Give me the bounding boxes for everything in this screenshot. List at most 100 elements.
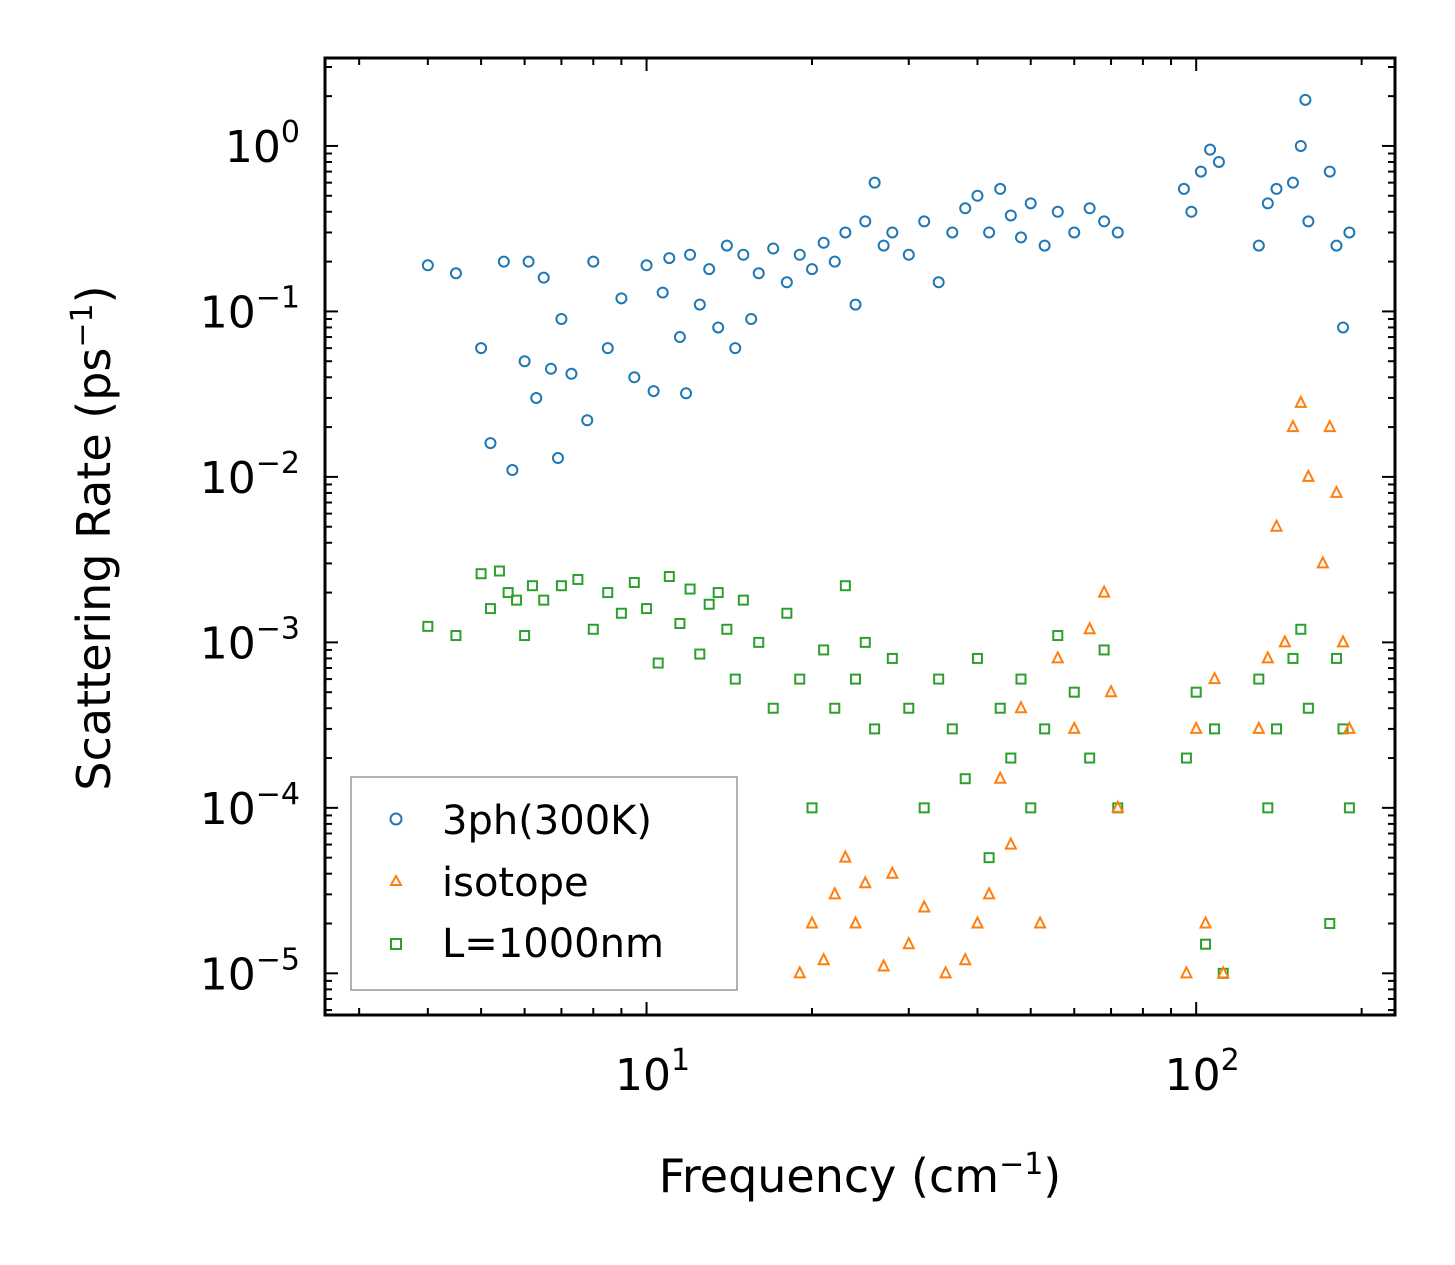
- data-point: [1209, 723, 1221, 735]
- data-point: [886, 652, 898, 664]
- data-point: [518, 355, 531, 368]
- data-point: [859, 215, 872, 228]
- data-point: [602, 587, 614, 599]
- data-point: [838, 849, 852, 863]
- data-point: [1252, 720, 1266, 734]
- data-point: [587, 255, 600, 268]
- x-axis-label: Frequency (cm−1): [659, 1147, 1062, 1203]
- data-point: [628, 371, 641, 384]
- data-point: [982, 886, 996, 900]
- data-point: [848, 915, 863, 929]
- data-point: [684, 583, 696, 595]
- data-point: [1324, 918, 1336, 930]
- data-point: [1004, 836, 1018, 850]
- data-point: [615, 607, 627, 619]
- data-point: [729, 342, 742, 355]
- data-point: [946, 723, 958, 735]
- data-point: [1068, 686, 1080, 698]
- data-point: [450, 630, 462, 642]
- data-point: [839, 580, 851, 592]
- data-point: [1262, 802, 1274, 814]
- data-point: [647, 385, 660, 398]
- data-point: [993, 770, 1007, 784]
- data-point: [1329, 484, 1344, 498]
- data-point: [693, 298, 706, 311]
- data-point: [555, 580, 567, 592]
- data-point: [1294, 394, 1308, 408]
- data-point: [484, 603, 496, 615]
- data-point: [918, 802, 930, 814]
- data-point: [1337, 321, 1350, 334]
- data-point: [933, 673, 945, 685]
- data-point: [902, 935, 916, 950]
- data-point: [475, 342, 488, 355]
- legend: 3ph(300K) isotope L=1000nm: [350, 776, 738, 991]
- data-point: [538, 594, 550, 606]
- data-point: [506, 464, 519, 477]
- data-point: [1051, 650, 1065, 664]
- data-point: [1179, 965, 1194, 979]
- data-point: [1253, 673, 1265, 685]
- data-point: [421, 259, 434, 272]
- plot-frame: [323, 56, 1397, 1017]
- data-point: [652, 657, 664, 669]
- data-point: [484, 437, 497, 450]
- data-point: [849, 298, 862, 311]
- data-point: [918, 215, 931, 228]
- data-point: [970, 915, 985, 929]
- legend-entry-isotope: isotope: [389, 860, 589, 906]
- y-tick-label: 100: [225, 115, 300, 173]
- data-point: [971, 652, 983, 664]
- data-point: [1033, 915, 1047, 929]
- data-point: [511, 594, 523, 606]
- data-point: [781, 607, 793, 619]
- data-point: [572, 573, 584, 585]
- data-point: [1039, 723, 1051, 735]
- data-point: [946, 226, 959, 239]
- y-tick-label: 10−2: [200, 446, 300, 504]
- data-point: [1051, 205, 1064, 218]
- data-point: [903, 702, 915, 714]
- data-point: [422, 620, 434, 632]
- data-point: [1014, 699, 1028, 714]
- legend-marker-boundary: [390, 938, 402, 950]
- y-tick-label: 10−4: [200, 777, 300, 835]
- data-point: [544, 362, 557, 375]
- series-0: [421, 93, 1356, 477]
- data-point: [958, 951, 972, 966]
- data-point: [839, 226, 852, 239]
- data-point: [828, 886, 842, 900]
- data-point: [712, 587, 724, 599]
- data-point: [720, 239, 733, 252]
- data-point: [1177, 182, 1190, 195]
- legend-marker-3ph: [389, 812, 403, 826]
- data-point: [1015, 673, 1027, 685]
- data-point: [885, 865, 899, 879]
- data-point: [737, 248, 750, 261]
- y-tick-label: 10−1: [200, 280, 300, 338]
- data-point: [859, 636, 871, 648]
- data-point: [1302, 702, 1314, 714]
- data-point: [767, 702, 779, 714]
- data-point: [817, 236, 830, 249]
- data-point: [1180, 752, 1192, 764]
- data-point: [932, 276, 945, 289]
- data-point: [1004, 209, 1017, 222]
- data-point: [1111, 226, 1124, 239]
- data-point: [537, 271, 550, 284]
- data-point: [793, 248, 806, 261]
- data-point: [1294, 139, 1307, 152]
- data-point: [886, 226, 899, 239]
- data-point: [745, 312, 758, 325]
- data-point: [1261, 650, 1275, 664]
- data-point: [1252, 239, 1265, 252]
- data-point: [497, 255, 510, 268]
- data-point: [628, 577, 640, 589]
- data-points-layer: [421, 93, 1357, 979]
- data-point: [1299, 93, 1312, 106]
- data-point: [1083, 621, 1097, 635]
- data-point: [475, 568, 487, 580]
- data-point: [703, 263, 716, 276]
- data-point: [959, 202, 972, 215]
- data-point: [752, 267, 765, 280]
